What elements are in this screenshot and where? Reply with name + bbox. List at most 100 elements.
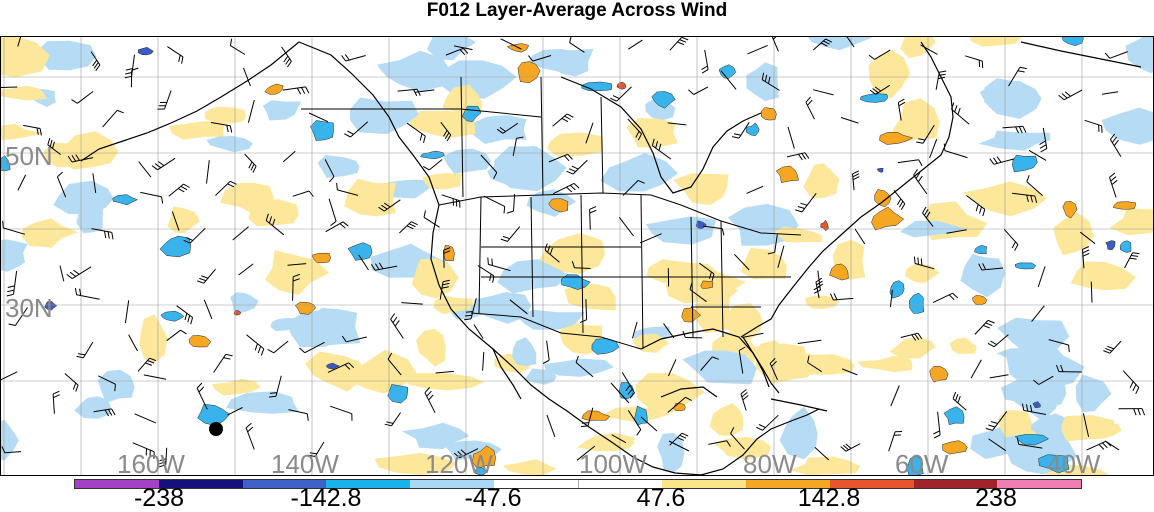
wind-barb [914,169,927,194]
positive-contour [790,456,860,475]
strong-positive-contour [871,207,903,230]
wind-barb [125,300,128,323]
wind-barb [798,340,822,343]
wind-barb [484,196,505,213]
colorbar-label-142-8: 142.8 [798,485,861,511]
wind-barb [436,371,454,373]
negative-contour [443,149,491,174]
strong-positive-contour [972,295,986,304]
negative-contour [600,153,678,192]
lat-label-30n: 30N [5,295,53,321]
wind-barb [702,50,709,73]
wind-barb [67,267,91,279]
negative-contour [1101,108,1153,145]
wind-barb [401,303,422,305]
wind-barb [230,39,245,55]
positive-contour [220,183,275,217]
wind-barb [18,175,26,191]
wind-barb [547,415,555,437]
wind-barb [747,186,764,193]
negative-contour [230,292,259,313]
wind-barb [268,341,289,353]
strong-positive-contour [189,335,211,347]
wind-barb [688,87,708,95]
wind-barb [841,118,858,124]
wind-barb [197,269,215,283]
wind-barb [239,264,254,275]
wind-barb [197,383,207,409]
strong-negative-contour [310,120,333,140]
wind-barb [975,320,995,334]
negative-contour [1,420,19,460]
contour-fill-layer [1,37,1153,475]
negative-contour [470,115,526,144]
wind-barb [553,183,579,193]
wind-barb [342,54,366,61]
negative-contour [318,155,360,178]
wind-barb [813,90,833,95]
wind-barb [204,300,212,319]
positive-contour [741,248,787,280]
strong-negative-contour [975,245,987,253]
positive-contour [950,338,978,354]
strong-negative-contour [944,407,964,425]
extreme-negative-contour [138,47,153,55]
wind-barb [1004,229,1018,250]
wind-barb [3,221,25,234]
wind-barb [944,144,967,158]
strong-positive-contour [875,190,892,208]
colorbar-label-neg47-6: -47.6 [465,485,522,511]
wind-barb [619,217,633,236]
positive-contour [1,86,47,101]
wind-barb [567,160,588,174]
colorbar-label-47-6: 47.6 [637,485,686,511]
strong-negative-contour [420,151,444,159]
positive-contour [58,131,119,169]
wind-barb [507,194,515,213]
wind-barb [788,127,794,149]
strong-negative-contour [582,82,612,91]
strong-negative-contour [388,384,408,403]
wind-barb [933,412,940,438]
negative-contour [1126,37,1153,73]
wind-barb [1091,282,1092,303]
wind-barb [167,47,183,64]
strong-positive-contour [701,281,713,289]
lon-label-80w: 80W [743,451,796,476]
strong-positive-contour [930,366,949,382]
positive-contour [564,284,615,310]
positive-contour [805,295,839,309]
lat-label-50n: 50N [5,143,53,169]
positive-contour [1053,213,1094,256]
wind-barb [283,87,309,94]
positive-contour [503,459,557,475]
colorbar-label-238: 238 [975,485,1017,511]
lon-label-120w: 120W [425,451,493,476]
colorbar-label-neg238: -238 [134,485,184,511]
wind-barb [670,37,688,50]
wind-barb [990,375,1009,378]
cuba-coast [771,399,827,411]
wind-barb [971,360,981,378]
wind-barb [1102,92,1118,94]
negative-contour [978,131,1050,151]
wind-barb [139,162,151,178]
wind-barb [1,372,17,382]
wind-barb [1110,173,1118,198]
wind-barb [1123,371,1139,394]
strong-positive-contour [265,84,283,94]
wind-barb [214,354,233,372]
wind-barb [1105,441,1119,450]
wind-barb [855,229,865,244]
negative-contour [512,337,536,366]
wind-barb [140,192,162,203]
wind-barb [483,352,484,371]
positive-contour [968,37,1021,47]
wind-barb [747,45,767,54]
extreme-negative-contour [877,168,883,172]
wind-barb [898,160,922,166]
wind-barb [53,391,60,414]
map-panel: 50N 30N 160W 140W 120W 100W 80W 60W 40W [0,36,1154,476]
wind-barb [1,87,17,88]
strong-negative-contour [1015,263,1036,269]
